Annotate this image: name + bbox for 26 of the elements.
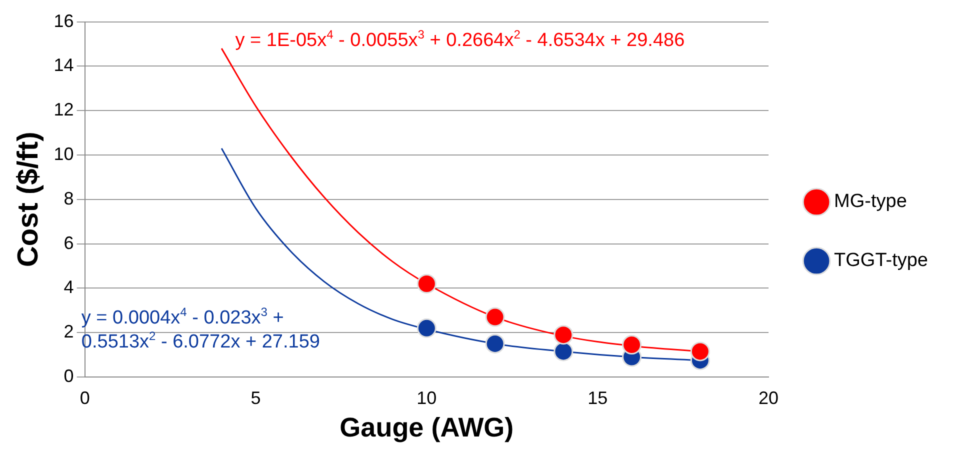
x-tick-label: 20 — [758, 388, 779, 408]
point — [690, 342, 710, 362]
point — [485, 307, 505, 327]
point — [416, 274, 436, 294]
y-tick-label: 0 — [64, 366, 74, 386]
y-tick-label: 16 — [54, 10, 74, 31]
point — [485, 334, 505, 354]
y-tick-label: 8 — [64, 188, 74, 208]
y-tick-label: 10 — [54, 144, 74, 164]
point — [622, 335, 642, 355]
point — [554, 325, 574, 345]
y-tick-label: 4 — [64, 277, 74, 298]
y-axis-title: Cost ($/ft) — [12, 132, 44, 268]
y-tick-label: 12 — [54, 100, 74, 120]
legend-label: MG-type — [834, 191, 907, 212]
point — [416, 318, 436, 338]
x-tick-label: 15 — [588, 388, 608, 408]
y-tick-label: 6 — [64, 232, 74, 253]
x-tick-label: 5 — [250, 388, 261, 408]
point — [554, 342, 574, 362]
x-tick-label: 0 — [80, 388, 90, 408]
y-tick-label: 2 — [64, 322, 74, 342]
y-tick-label: 14 — [54, 55, 74, 76]
x-tick-label: 10 — [416, 388, 437, 408]
legend-label: TGGT-type — [834, 250, 928, 272]
x-axis-title: Gauge (AWG) — [340, 412, 514, 442]
